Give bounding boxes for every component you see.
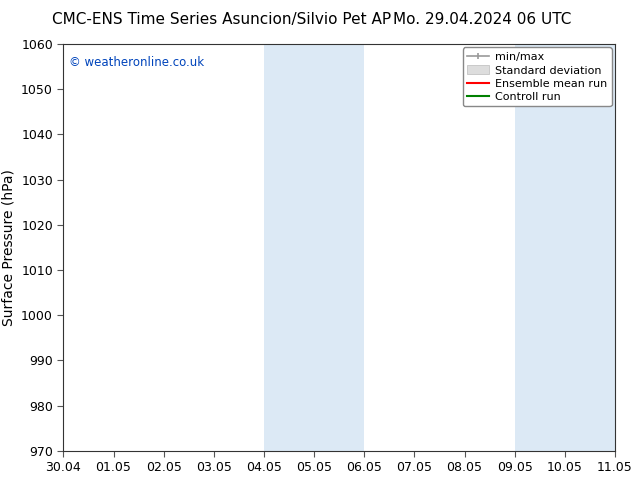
Text: CMC-ENS Time Series Asuncion/Silvio Pet AP: CMC-ENS Time Series Asuncion/Silvio Pet … (53, 12, 391, 27)
Bar (264, 44, 365, 451)
Bar (515, 44, 615, 451)
Text: Mo. 29.04.2024 06 UTC: Mo. 29.04.2024 06 UTC (392, 12, 571, 27)
Text: © weatheronline.co.uk: © weatheronline.co.uk (69, 56, 204, 69)
Y-axis label: Surface Pressure (hPa): Surface Pressure (hPa) (1, 169, 16, 326)
Legend: min/max, Standard deviation, Ensemble mean run, Controll run: min/max, Standard deviation, Ensemble me… (463, 48, 612, 106)
